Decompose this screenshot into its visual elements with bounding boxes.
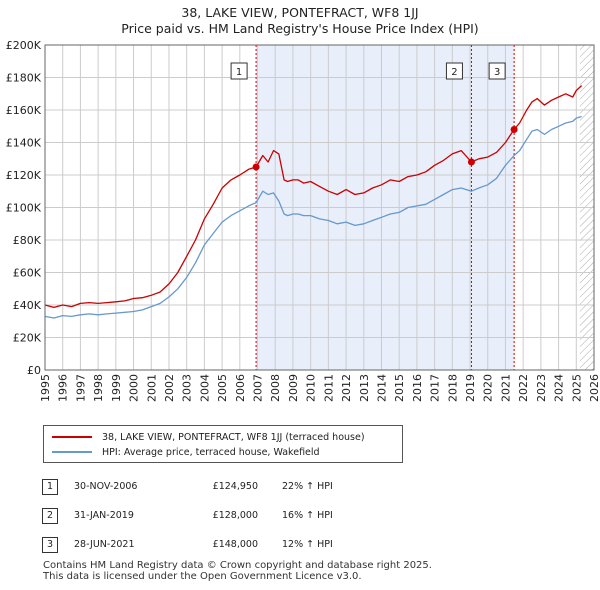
event-number-box <box>230 62 248 80</box>
event-number-box <box>488 62 506 80</box>
x-tick-label: 2006 <box>234 374 247 402</box>
hpi-line <box>44 115 582 319</box>
x-tick-label: 2026 <box>588 374 600 402</box>
legend-item-property: 38, LAKE VIEW, PONTEFRACT, WF8 1JJ (terr… <box>52 430 365 444</box>
sale-price: £148,000 <box>212 539 258 550</box>
x-tick-label: 2000 <box>128 374 141 402</box>
y-tick-label: £80K <box>13 234 42 247</box>
x-tick-label: 2002 <box>163 374 176 402</box>
x-tick-label: 2023 <box>535 374 548 402</box>
y-tick-label: £160K <box>6 104 42 117</box>
sale-number-badge: 2 <box>42 507 58 524</box>
x-tick-label: 2021 <box>499 374 512 402</box>
sale-point <box>252 163 260 171</box>
sale-hpi-change: 12% ↑ HPI <box>282 539 333 550</box>
x-tick-label: 2018 <box>446 374 459 402</box>
y-tick-label: £200K <box>6 39 42 52</box>
table-row: 3 28-JUN-2021 £148,000 12% ↑ HPI <box>42 530 333 559</box>
x-tick-label: 2003 <box>181 374 194 402</box>
sale-number-badge: 1 <box>42 478 58 495</box>
x-tick-label: 2007 <box>252 374 265 402</box>
x-tick-label: 1998 <box>92 374 105 402</box>
legend-swatch-hpi <box>52 451 92 453</box>
x-tick-label: 2017 <box>429 374 442 402</box>
x-tick-label: 2016 <box>411 374 424 402</box>
x-tick-label: 2001 <box>145 374 158 402</box>
x-tick-label: 2022 <box>517 374 530 402</box>
sale-date: 31-JAN-2019 <box>74 510 134 521</box>
footer-copyright: Contains HM Land Registry data © Crown c… <box>43 560 432 571</box>
property-price-line <box>44 85 583 309</box>
x-tick-label: 2019 <box>464 374 477 402</box>
x-tick-label: 1999 <box>110 374 123 402</box>
event-number-label: 2 <box>451 67 457 78</box>
x-tick-label: 2004 <box>198 374 211 402</box>
legend-label-property: 38, LAKE VIEW, PONTEFRACT, WF8 1JJ (terr… <box>102 431 365 443</box>
sale-price: £124,950 <box>212 481 258 492</box>
x-tick-label: 2025 <box>570 374 583 402</box>
legend: 38, LAKE VIEW, PONTEFRACT, WF8 1JJ (terr… <box>43 425 403 463</box>
x-tick-label: 1996 <box>57 374 70 402</box>
y-tick-label: £0 <box>27 364 41 377</box>
sale-point <box>467 158 475 166</box>
legend-swatch-property <box>52 436 92 438</box>
event-number-label: 1 <box>236 67 242 78</box>
y-tick-label: £60K <box>13 267 42 280</box>
x-tick-label: 2020 <box>482 374 495 402</box>
sale-date: 30-NOV-2006 <box>74 481 138 492</box>
y-tick-label: £180K <box>6 72 42 85</box>
x-tick-label: 2005 <box>216 374 229 402</box>
legend-item-hpi: HPI: Average price, terraced house, Wake… <box>52 445 320 459</box>
sale-number-badge: 3 <box>42 536 58 553</box>
footer: Contains HM Land Registry data © Crown c… <box>43 560 432 582</box>
x-tick-label: 2012 <box>340 374 353 402</box>
table-row: 2 31-JAN-2019 £128,000 16% ↑ HPI <box>42 501 333 530</box>
x-tick-label: 1997 <box>74 374 87 402</box>
sale-price: £128,000 <box>212 510 258 521</box>
y-tick-label: £100K <box>6 202 42 215</box>
table-row: 1 30-NOV-2006 £124,950 22% ↑ HPI <box>42 472 333 501</box>
footer-licence: This data is licensed under the Open Gov… <box>43 570 362 582</box>
x-tick-label: 2008 <box>269 374 282 402</box>
event-number-box <box>445 62 463 80</box>
x-tick-label: 2011 <box>322 374 335 402</box>
x-tick-label: 2015 <box>393 374 406 402</box>
chart-subtitle: Price paid vs. HM Land Registry's House … <box>121 21 479 36</box>
chart-title: 38, LAKE VIEW, PONTEFRACT, WF8 1JJ <box>181 5 419 20</box>
x-tick-label: 2010 <box>305 374 318 402</box>
sale-point <box>510 126 518 133</box>
sale-hpi-change: 16% ↑ HPI <box>282 510 333 521</box>
x-tick-label: 2009 <box>287 374 300 402</box>
y-tick-label: £140K <box>6 137 42 150</box>
y-tick-label: £120K <box>6 169 42 182</box>
y-tick-label: £20K <box>13 332 42 345</box>
event-number-label: 3 <box>494 67 500 78</box>
sale-hpi-change: 22% ↑ HPI <box>282 481 333 492</box>
sale-date: 28-JUN-2021 <box>74 539 135 550</box>
price-chart: £0 £20K £40K £60K £80K £100K £120K £140K £160K £1… <box>6 39 600 402</box>
legend-label-hpi: HPI: Average price, terraced house, Wake… <box>102 446 320 458</box>
plot-border <box>44 44 595 371</box>
x-tick-label: 2014 <box>375 374 388 402</box>
y-tick-label: £40K <box>13 299 42 312</box>
x-tick-label: 1995 <box>39 374 52 402</box>
sales-table: 1 30-NOV-2006 £124,950 22% ↑ HPI 2 31-JA… <box>42 472 333 559</box>
x-tick-label: 2013 <box>358 374 371 402</box>
x-tick-label: 2024 <box>553 374 566 402</box>
